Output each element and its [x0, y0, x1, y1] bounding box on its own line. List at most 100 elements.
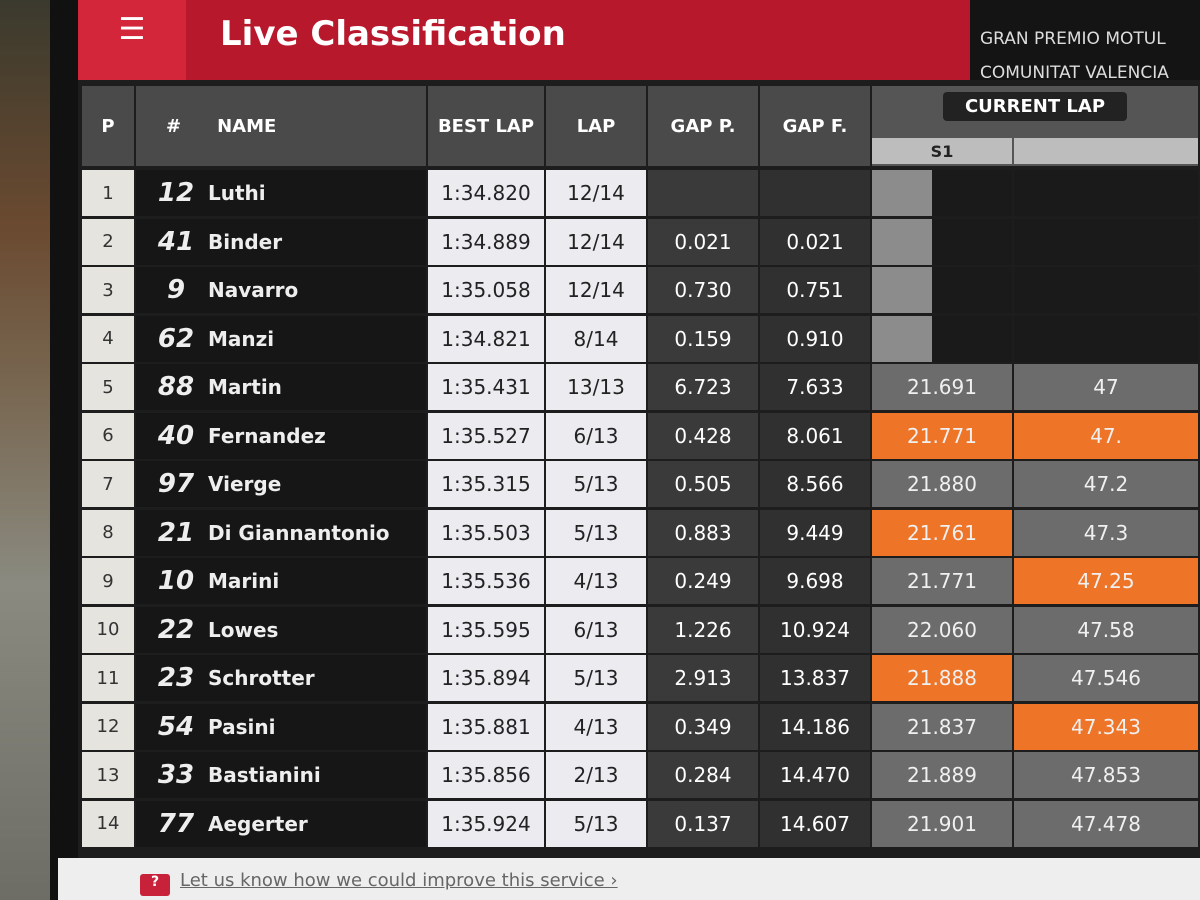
rider-name: Vierge [208, 472, 282, 496]
best-lap-cell: 1:35.527 [428, 412, 544, 459]
rider-number: 54 [157, 711, 195, 742]
best-lap-cell: 1:35.536 [428, 558, 544, 604]
sector2-cell: 47.853 [1014, 752, 1198, 798]
rider-name: Di Giannantonio [208, 520, 390, 545]
table-row[interactable]: 8 21 Di Giannantonio 1:35.503 5/13 0.883 9.449… [78, 509, 1200, 556]
position-cell: 11 [82, 655, 134, 701]
gap-first-cell: 0.910 [760, 315, 870, 362]
lap-cell: 13/13 [546, 364, 646, 410]
table-row[interactable]: 11 23 Schrotter 1:35.894 5/13 2.913 13.837 21.8… [78, 655, 1200, 701]
rider-number: 40 [157, 420, 195, 451]
rider-cell: 12 Luthi [136, 170, 426, 216]
gap-previous-cell: 0.137 [648, 800, 758, 847]
gap-first-cell [760, 170, 870, 216]
lap-cell: 5/13 [546, 655, 646, 701]
lap-cell: 6/13 [546, 412, 646, 459]
rider-number: 12 [157, 178, 195, 208]
hamburger-icon: ☰ [118, 12, 146, 47]
sector1-cell: 22.060 [872, 606, 1012, 653]
classification-table: P # NAME BEST LAP LAP GAP P. GAP F. CURRE… [78, 80, 1200, 860]
gap-previous-cell: 0.349 [648, 703, 758, 750]
rider-number: 33 [157, 760, 195, 790]
best-lap-cell: 1:35.881 [428, 703, 544, 750]
rider-cell: 88 Martin [136, 364, 426, 410]
rider-name: Binder [208, 229, 283, 254]
rider-cell: 22 Lowes [136, 606, 426, 653]
sector2-cell [1014, 170, 1198, 216]
app-header: ☰ Live Classification [78, 0, 970, 80]
lap-cell: 4/13 [546, 703, 646, 750]
sector1-cell: 21.880 [872, 461, 1012, 507]
col-header-gap-f: GAP F. [760, 86, 870, 166]
gap-first-cell: 13.837 [760, 655, 870, 701]
table-row[interactable]: 12 54 Pasini 1:35.881 4/13 0.349 14.186 21.837 4… [78, 703, 1200, 750]
rider-name: Pasini [208, 714, 276, 739]
table-row[interactable]: 5 88 Martin 1:35.431 13/13 6.723 7.633 21.691 47 [78, 364, 1200, 410]
table-row[interactable]: 4 62 Manzi 1:34.821 8/14 0.159 0.910 [78, 315, 1200, 362]
sector2-cell: 47.3 [1014, 509, 1198, 556]
col-header-position: P [82, 86, 134, 166]
sector1-cell: 21.837 [872, 703, 1012, 750]
table-row[interactable]: 2 41 Binder 1:34.889 12/14 0.021 0.021 [78, 218, 1200, 265]
gap-first-cell: 9.449 [760, 509, 870, 556]
sector2-cell [1014, 218, 1198, 265]
table-row[interactable]: 7 97 Vierge 1:35.315 5/13 0.505 8.566 21.880 47.… [78, 461, 1200, 507]
sector1-cell: 21.889 [872, 752, 1012, 798]
rider-number: 41 [157, 226, 195, 257]
lap-cell: 5/13 [546, 800, 646, 847]
gap-previous-cell: 0.730 [648, 267, 758, 313]
gap-first-cell: 8.061 [760, 412, 870, 459]
event-title-line2: COMUNITAT VALENCIA [980, 63, 1169, 83]
gap-previous-cell: 6.723 [648, 364, 758, 410]
gap-previous-cell: 0.428 [648, 412, 758, 459]
best-lap-cell: 1:35.595 [428, 606, 544, 653]
footer: ? Let us know how we could improve this s… [58, 858, 1200, 900]
gap-first-cell: 8.566 [760, 461, 870, 507]
rider-name: Luthi [208, 181, 266, 205]
lap-cell: 5/13 [546, 509, 646, 556]
table-row[interactable]: 3 9 Navarro 1:35.058 12/14 0.730 0.751 [78, 267, 1200, 313]
sector1-cell [872, 170, 1012, 216]
rider-name: Schrotter [208, 666, 315, 690]
gap-previous-cell: 0.505 [648, 461, 758, 507]
question-bubble-icon: ? [140, 874, 170, 896]
sector2-cell: 47.546 [1014, 655, 1198, 701]
best-lap-cell: 1:35.924 [428, 800, 544, 847]
gap-first-cell: 14.470 [760, 752, 870, 798]
best-lap-cell: 1:35.315 [428, 461, 544, 507]
lap-cell: 5/13 [546, 461, 646, 507]
col-header-best-lap: BEST LAP [428, 86, 544, 166]
rider-name: Martin [208, 375, 282, 399]
position-cell: 2 [82, 218, 134, 265]
position-cell: 10 [82, 606, 134, 653]
rider-name: Fernandez [208, 423, 326, 448]
position-cell: 12 [82, 703, 134, 750]
position-cell: 1 [82, 170, 134, 216]
position-cell: 9 [82, 558, 134, 604]
table-row[interactable]: 6 40 Fernandez 1:35.527 6/13 0.428 8.061 21.771… [78, 412, 1200, 459]
rider-name: Aegerter [208, 811, 308, 836]
col-header-gap-p: GAP P. [648, 86, 758, 166]
rider-number: 62 [157, 323, 195, 354]
feedback-link[interactable]: Let us know how we could improve this se… [180, 870, 618, 891]
table-row[interactable]: 13 33 Bastianini 1:35.856 2/13 0.284 14.470 21.… [78, 752, 1200, 798]
current-lap-label: CURRENT LAP [942, 92, 1128, 121]
sector1-cell: 21.771 [872, 558, 1012, 604]
gap-first-cell: 9.698 [760, 558, 870, 604]
rider-cell: 23 Schrotter [136, 655, 426, 701]
gap-previous-cell: 0.284 [648, 752, 758, 798]
sector2-cell: 47.343 [1014, 703, 1198, 750]
best-lap-cell: 1:35.503 [428, 509, 544, 556]
table-row[interactable]: 1 12 Luthi 1:34.820 12/14 [78, 170, 1200, 216]
sector2-cell: 47.25 [1014, 558, 1198, 604]
table-row[interactable]: 9 10 Marini 1:35.536 4/13 0.249 9.698 21.771 47.… [78, 558, 1200, 604]
best-lap-cell: 1:34.820 [428, 170, 544, 216]
rider-number: 97 [157, 469, 195, 499]
table-row[interactable]: 10 22 Lowes 1:35.595 6/13 1.226 10.924 22.060 47… [78, 606, 1200, 653]
rider-cell: 21 Di Giannantonio [136, 509, 426, 556]
sector1-cell [872, 218, 1012, 265]
lap-cell: 2/13 [546, 752, 646, 798]
sector1-cell: 21.888 [872, 655, 1012, 701]
table-row[interactable]: 14 77 Aegerter 1:35.924 5/13 0.137 14.607 21.90… [78, 800, 1200, 847]
menu-button[interactable]: ☰ [78, 0, 186, 80]
